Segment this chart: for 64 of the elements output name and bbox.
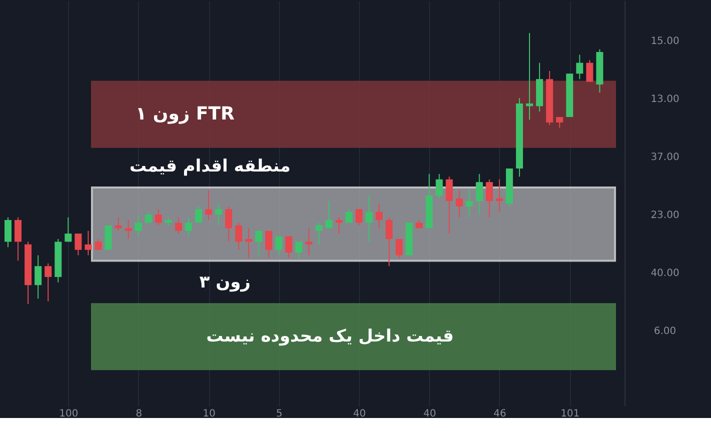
band-label: منطقه اقدام قیمت [130,156,290,176]
candlestick [14,216,22,262]
candlestick [586,60,594,82]
text: 13.00 [650,94,680,105]
text: 37.00 [650,152,680,163]
candlestick [74,233,82,256]
candlestick [496,178,503,212]
candlestick [456,190,463,218]
text: 23.00 [650,210,680,221]
x-tick-label: 46 [494,408,506,420]
candlestick [356,208,363,226]
candlestick [466,190,473,218]
text: 6.00 [654,326,676,337]
candlestick [44,262,52,302]
candlestick [4,216,12,248]
x-tick-label: 40 [353,408,366,420]
band-label: قیمت داخل یک محدوده نیست [206,326,454,347]
candlestick [526,32,533,120]
candlestick [325,200,332,229]
candlestick [376,203,383,229]
candlestick [205,190,212,221]
candlestick [396,238,403,258]
candlestick [134,214,142,237]
candlestick [225,206,232,242]
candlestick [185,216,192,237]
candlestick [576,54,584,80]
candlestick [366,195,373,242]
candlestick [124,220,132,240]
x-tick-label: 101 [560,408,580,420]
candlestick [94,238,102,250]
candlestick [235,222,242,250]
annotation: زون ۳ [199,272,251,292]
text: 40.00 [650,268,680,279]
candlestick [245,228,252,258]
candlestick [436,173,443,199]
candlestick [446,176,453,234]
candlestick [386,216,393,267]
candlestick [285,236,292,258]
candlestick [275,236,282,256]
x-tick-label: 40 [423,408,436,420]
candlestick [64,216,72,242]
candlestick [486,178,493,218]
x-tick-label: 5 [276,408,282,420]
x-tick-label: 10 [202,408,216,420]
candlestick [34,254,42,300]
candlestick [305,228,312,256]
candlestick [345,208,352,224]
candlestick [295,241,302,258]
candlestick [114,216,122,232]
x-tick-label: 8 [136,408,142,420]
candlestick [154,208,162,226]
candlestick [265,230,272,258]
candlestick [195,206,202,224]
candlestick [174,216,182,234]
x-tick-label: 100 [59,408,78,420]
text: 15.00 [650,36,680,47]
band-label: زون ۱ FTR [136,103,235,124]
candlestick [215,203,222,226]
candlestick [315,222,322,245]
candlestick [476,173,483,216]
candlestick [255,230,262,256]
candlestick [335,216,342,234]
candlestick [556,116,564,128]
candlestick [84,230,92,256]
